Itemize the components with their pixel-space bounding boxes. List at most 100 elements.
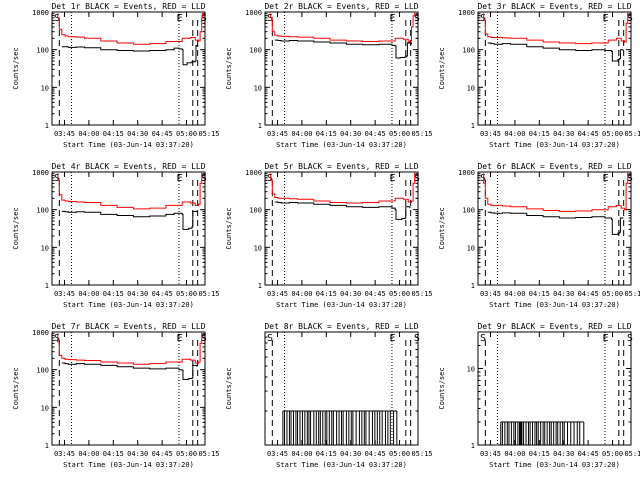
y-tick-label: 1 bbox=[45, 442, 49, 450]
x-tick-label: 03:45 bbox=[54, 290, 75, 298]
y-tick-label: 1 bbox=[258, 122, 262, 130]
x-axis-label: Start Time (03-Jun-14 03:37:20) bbox=[489, 461, 620, 469]
x-tick-label: 04:30 bbox=[553, 130, 574, 138]
y-tick-label: 1000 bbox=[458, 169, 475, 177]
lld-rate-line bbox=[270, 12, 416, 43]
x-tick-label: 03:45 bbox=[480, 450, 501, 458]
y-axis-label: Counts/sec bbox=[438, 207, 446, 249]
detector-panel: Det 1r BLACK = Events, RED = LLD Counts/s… bbox=[12, 2, 220, 149]
x-tick-label: 05:00 bbox=[602, 290, 623, 298]
y-axis-label: Counts/sec bbox=[225, 207, 233, 249]
plot-frame bbox=[264, 11, 419, 126]
event-rate-line bbox=[487, 211, 624, 235]
x-tick-label: 04:15 bbox=[103, 290, 124, 298]
x-tick-label: 04:30 bbox=[553, 450, 574, 458]
y-tick-label: 10 bbox=[467, 244, 475, 252]
interval-marker-label: S bbox=[480, 333, 486, 344]
plot-frame bbox=[477, 331, 632, 446]
detector-panel: Det 3r BLACK = Events, RED = LLD Counts/s… bbox=[438, 2, 640, 149]
x-tick-label: 03:45 bbox=[54, 450, 75, 458]
y-tick-label: 100 bbox=[36, 367, 49, 375]
y-axis-label: Counts/sec bbox=[438, 47, 446, 89]
y-tick-label: 100 bbox=[249, 47, 262, 55]
x-tick-label: 04:15 bbox=[316, 290, 337, 298]
x-tick-label: 05:15 bbox=[198, 450, 219, 458]
panel-title: Det 7r BLACK = Events, RED = LLD bbox=[51, 322, 205, 331]
interval-marker-label: S bbox=[201, 333, 207, 344]
x-tick-label: 03:45 bbox=[480, 290, 501, 298]
detector-panel: Det 7r BLACK = Events, RED = LLD Counts/s… bbox=[12, 322, 220, 469]
x-tick-label: 04:45 bbox=[365, 130, 386, 138]
interval-marker-label: E bbox=[390, 333, 396, 344]
x-axis-label: Start Time (03-Jun-14 03:37:20) bbox=[63, 301, 194, 309]
x-tick-label: 05:00 bbox=[176, 130, 197, 138]
x-axis-label: Start Time (03-Jun-14 03:37:20) bbox=[489, 301, 620, 309]
x-tick-label: 04:15 bbox=[103, 130, 124, 138]
y-tick-label: 1 bbox=[471, 442, 475, 450]
y-tick-label: 1000 bbox=[458, 9, 475, 17]
interval-marker-label: E bbox=[177, 13, 183, 24]
lld-rate-line bbox=[270, 172, 416, 204]
x-tick-label: 05:00 bbox=[176, 290, 197, 298]
x-tick-label: 04:45 bbox=[578, 130, 599, 138]
interval-marker-label: S bbox=[480, 173, 486, 184]
y-axis-label: Counts/sec bbox=[438, 367, 446, 409]
x-tick-label: 05:00 bbox=[389, 450, 410, 458]
x-axis-label: Start Time (03-Jun-14 03:37:20) bbox=[276, 301, 407, 309]
interval-marker-label: E bbox=[603, 333, 609, 344]
y-tick-label: 10 bbox=[41, 244, 49, 252]
event-rate-line bbox=[61, 44, 199, 66]
x-tick-label: 05:15 bbox=[411, 130, 432, 138]
x-tick-label: 04:30 bbox=[340, 450, 361, 458]
y-tick-label: 1 bbox=[45, 122, 49, 130]
y-tick-label: 1000 bbox=[32, 329, 49, 337]
x-tick-label: 04:00 bbox=[78, 130, 99, 138]
x-tick-label: 04:30 bbox=[127, 450, 148, 458]
interval-marker-label: E bbox=[390, 173, 396, 184]
x-tick-label: 04:45 bbox=[152, 450, 173, 458]
x-tick-label: 04:15 bbox=[103, 450, 124, 458]
interval-marker-label: E bbox=[177, 333, 183, 344]
y-tick-label: 1000 bbox=[32, 169, 49, 177]
panel-title: Det 4r BLACK = Events, RED = LLD bbox=[51, 162, 205, 171]
y-tick-label: 100 bbox=[462, 47, 475, 55]
y-tick-label: 10 bbox=[467, 365, 475, 373]
detector-panel: Det 5r BLACK = Events, RED = LLD Counts/s… bbox=[225, 162, 433, 309]
x-tick-label: 04:15 bbox=[529, 450, 550, 458]
x-tick-label: 04:00 bbox=[78, 450, 99, 458]
x-axis-label: Start Time (03-Jun-14 03:37:20) bbox=[63, 461, 194, 469]
y-tick-label: 10 bbox=[41, 404, 49, 412]
x-tick-label: 05:00 bbox=[176, 450, 197, 458]
interval-marker-label: S bbox=[414, 173, 420, 184]
x-tick-label: 05:15 bbox=[624, 130, 640, 138]
x-tick-label: 04:00 bbox=[504, 450, 525, 458]
y-tick-label: 10 bbox=[467, 84, 475, 92]
plot-frame bbox=[51, 11, 206, 126]
event-rate-line bbox=[274, 201, 411, 220]
plot-frame bbox=[264, 171, 419, 286]
x-axis-label: Start Time (03-Jun-14 03:37:20) bbox=[276, 461, 407, 469]
detector-panel: Det 8r BLACK = Events, RED = LLD Counts/s… bbox=[225, 322, 433, 469]
lld-rate-line bbox=[57, 172, 203, 210]
x-tick-label: 05:15 bbox=[411, 290, 432, 298]
x-tick-label: 03:45 bbox=[54, 130, 75, 138]
x-tick-label: 04:15 bbox=[529, 130, 550, 138]
y-axis-label: Counts/sec bbox=[12, 367, 20, 409]
panel-title: Det 1r BLACK = Events, RED = LLD bbox=[51, 2, 205, 11]
y-axis-label: Counts/sec bbox=[12, 47, 20, 89]
interval-marker-label: S bbox=[54, 333, 60, 344]
y-axis-label: Counts/sec bbox=[225, 47, 233, 89]
interval-marker-label: E bbox=[603, 13, 609, 24]
x-tick-label: 05:00 bbox=[389, 290, 410, 298]
x-tick-label: 04:30 bbox=[127, 130, 148, 138]
x-tick-label: 04:15 bbox=[316, 450, 337, 458]
y-tick-label: 100 bbox=[36, 47, 49, 55]
interval-marker-label: S bbox=[267, 13, 273, 24]
x-tick-label: 04:15 bbox=[529, 290, 550, 298]
plot-frame bbox=[51, 171, 206, 286]
x-tick-label: 03:45 bbox=[267, 130, 288, 138]
x-tick-label: 04:00 bbox=[291, 450, 312, 458]
lld-rate-line bbox=[483, 172, 629, 212]
interval-marker-label: S bbox=[54, 13, 60, 24]
